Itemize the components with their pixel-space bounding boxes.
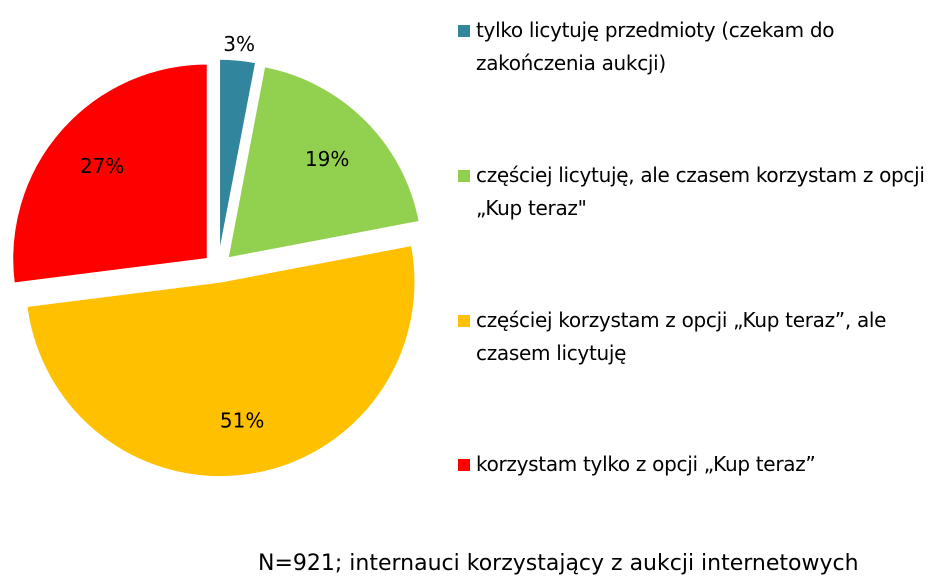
data-label: 51% — [220, 408, 264, 432]
legend-swatch — [458, 315, 470, 327]
slice-mostly-bid — [226, 65, 421, 260]
slice-mostly-buy-now — [25, 244, 416, 478]
legend-label: tylko licytuję przedmioty (czekam do zak… — [476, 18, 835, 75]
legend-label: częściej korzystam z opcji „Kup teraz”, … — [476, 308, 887, 365]
legend-label: korzystam tylko z opcji „Kup teraz” — [476, 452, 816, 476]
data-label: 19% — [305, 147, 349, 171]
legend-swatch — [458, 170, 470, 182]
legend-swatch — [458, 25, 470, 37]
legend-label: częściej licytuję, ale czasem korzystam … — [476, 163, 925, 220]
data-label: 3% — [223, 32, 255, 56]
slice-bid-only — [218, 58, 257, 255]
legend-swatch — [458, 459, 470, 471]
slice-buy-now-only — [11, 62, 209, 285]
data-label: 27% — [80, 154, 124, 178]
sample-note: N=921; internauci korzystający z aukcji … — [258, 551, 859, 576]
